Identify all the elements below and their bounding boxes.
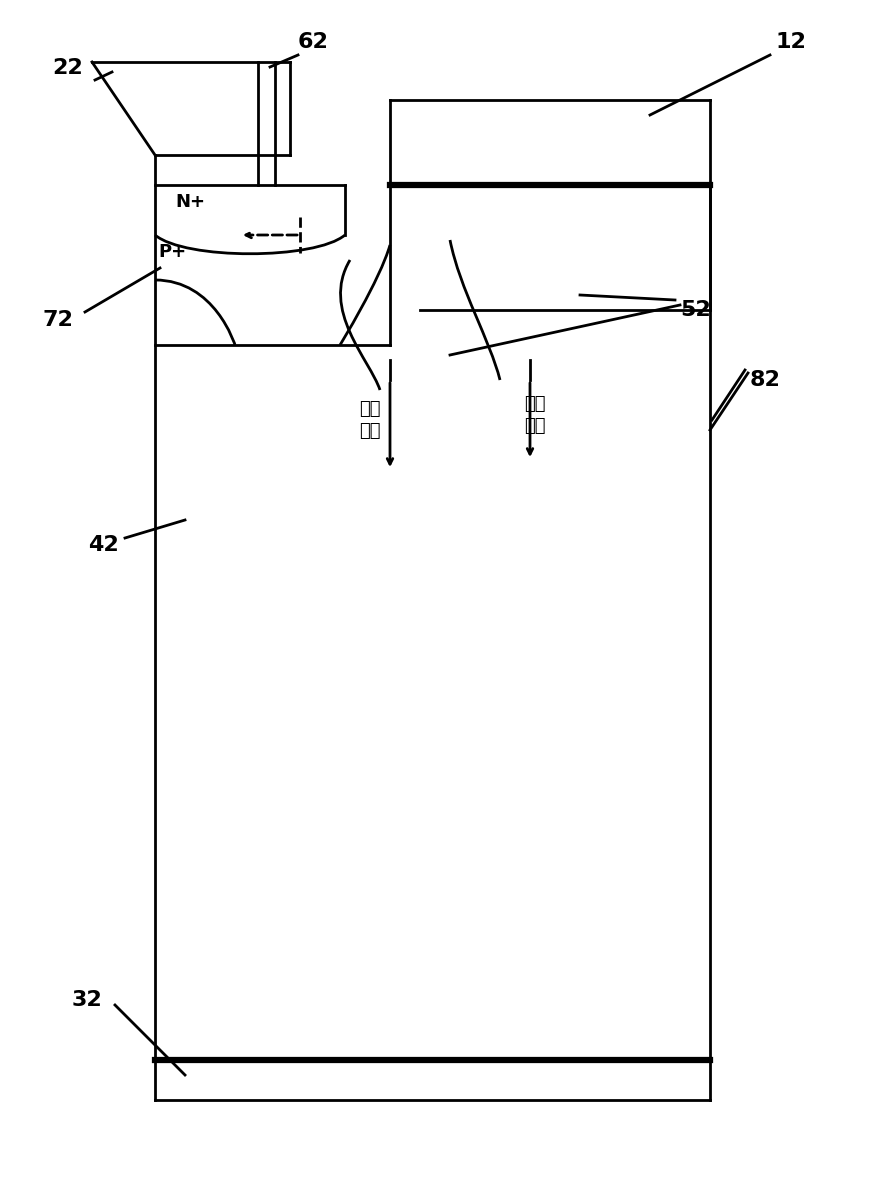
Text: 空穴
电流: 空穴 电流 [359, 400, 381, 440]
Text: P+: P+ [158, 243, 186, 261]
Text: 72: 72 [42, 310, 73, 330]
Text: 42: 42 [88, 535, 118, 555]
Text: 82: 82 [750, 370, 781, 390]
Text: 62: 62 [298, 32, 328, 52]
Text: 52: 52 [680, 299, 711, 320]
Text: 32: 32 [72, 990, 102, 1010]
Text: 12: 12 [775, 32, 806, 52]
Text: N+: N+ [175, 193, 205, 211]
Text: 22: 22 [52, 58, 83, 78]
Text: 电子
电流: 电子 电流 [525, 395, 546, 435]
